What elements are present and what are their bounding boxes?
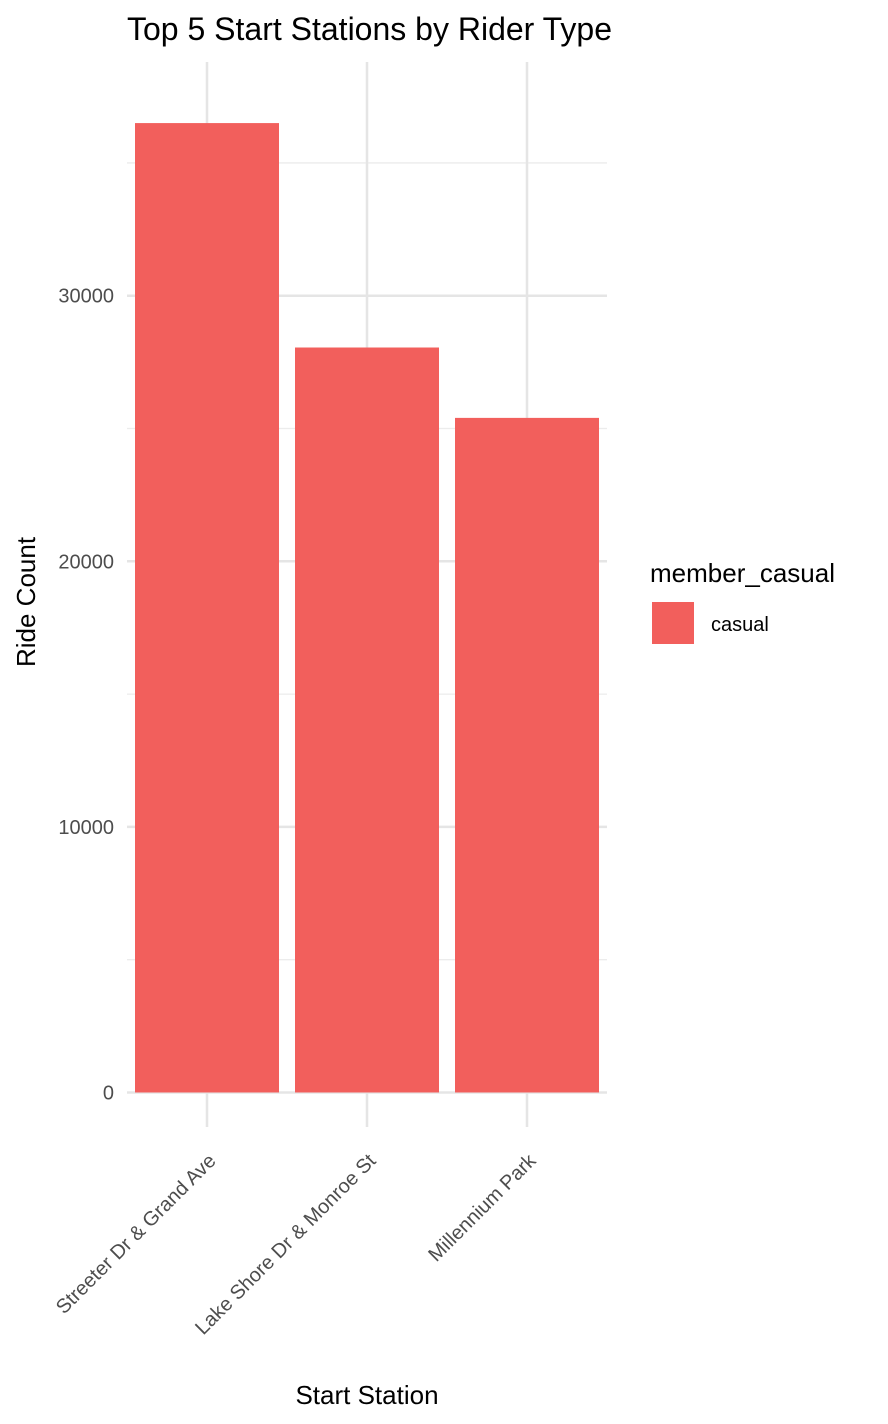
bar-casual-2 bbox=[455, 417, 599, 1093]
bars bbox=[135, 123, 599, 1093]
y-tick-label: 10000 bbox=[58, 817, 114, 839]
y-axis-ticks: 0 10000 20000 30000 bbox=[58, 286, 114, 1105]
bar-casual-0 bbox=[135, 123, 279, 1093]
y-tick-label: 0 bbox=[103, 1082, 114, 1104]
legend-key-casual bbox=[652, 602, 694, 644]
x-axis-title: Start Station bbox=[295, 1380, 438, 1410]
chart-title: Top 5 Start Stations by Rider Type bbox=[127, 11, 612, 47]
x-tick-label: Streeter Dr & Grand Ave bbox=[52, 1150, 221, 1319]
bar-casual-1 bbox=[295, 347, 439, 1093]
y-tick-label: 30000 bbox=[58, 286, 114, 308]
x-tick-label: Lake Shore Dr & Monroe St bbox=[191, 1150, 381, 1340]
y-axis-title: Ride Count bbox=[11, 536, 41, 667]
legend: member_casual casual bbox=[650, 558, 835, 644]
legend-title: member_casual bbox=[650, 558, 835, 588]
x-tick-label: Millennium Park bbox=[424, 1149, 541, 1266]
y-tick-label: 20000 bbox=[58, 551, 114, 573]
legend-label-casual: casual bbox=[711, 614, 769, 636]
